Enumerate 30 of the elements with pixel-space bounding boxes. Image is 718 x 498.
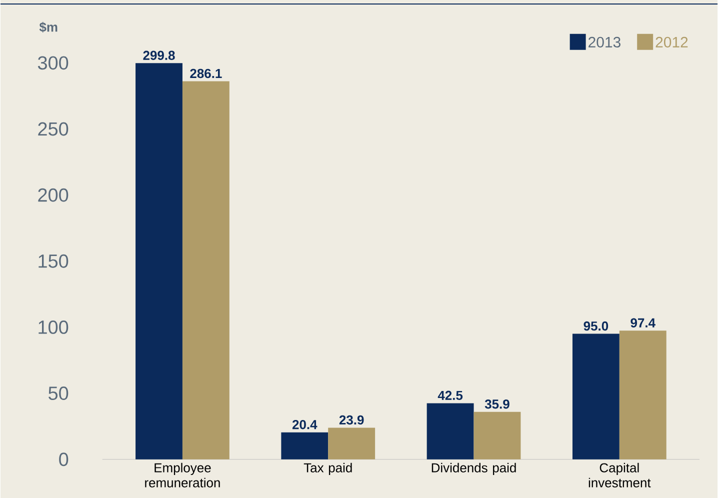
x-tick-label: Capital investment	[588, 462, 651, 488]
data-label: 286.1	[190, 68, 222, 78]
bar	[619, 330, 666, 460]
data-label: 42.5	[438, 390, 463, 400]
data-label: 23.9	[339, 415, 364, 424]
y-tick-label: 200	[38, 188, 68, 202]
x-tick-label: Employee remuneration	[145, 462, 220, 488]
data-label: 35.9	[484, 399, 510, 409]
y-tick-label: 0	[59, 452, 68, 466]
data-label: 299.8	[143, 50, 175, 60]
y-tick-label: 300	[38, 56, 68, 70]
bar	[136, 63, 182, 460]
legend-label: 2013	[588, 36, 620, 48]
x-tick-label: Dividends paid	[432, 462, 516, 475]
bar	[182, 81, 230, 460]
y-tick-label: 100	[38, 320, 68, 334]
y-tick-label: 150	[38, 254, 68, 268]
data-label: 20.4	[292, 420, 318, 430]
data-label: 97.4	[630, 318, 656, 328]
bar	[328, 428, 376, 460]
y-tick-label: 50	[48, 386, 68, 400]
y-axis-title: $m	[39, 22, 58, 32]
bar	[474, 412, 521, 460]
x-tick-label: Tax paid	[304, 462, 352, 475]
legend-label: 2012	[656, 36, 688, 48]
bar	[281, 432, 328, 460]
bar	[572, 334, 620, 460]
data-label: 95.0	[584, 321, 608, 330]
bar	[426, 403, 474, 460]
y-tick-label: 250	[38, 122, 68, 136]
